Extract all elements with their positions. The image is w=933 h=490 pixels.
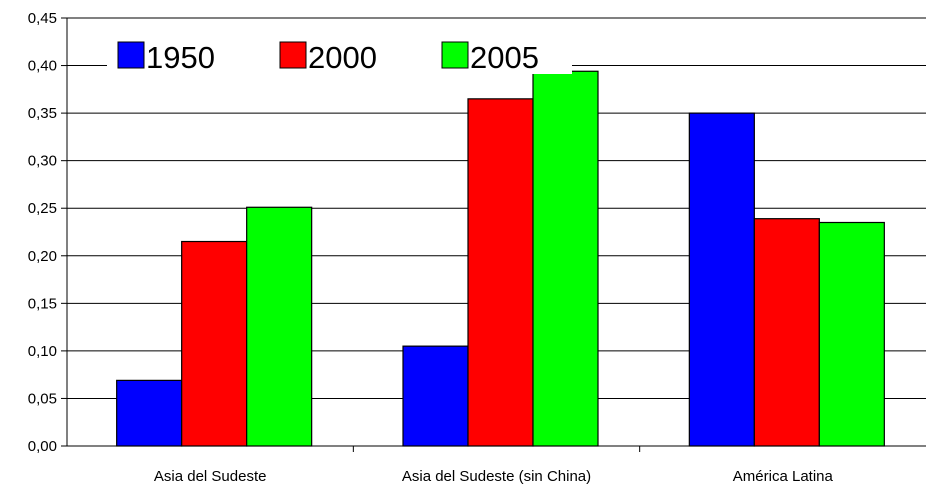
y-tick-label: 0,15 [28,295,57,312]
y-tick-label: 0,35 [28,105,57,122]
bar [402,345,469,447]
bar [818,221,885,447]
y-tick-label: 0,05 [28,390,57,407]
y-tick-label: 0,20 [28,248,57,265]
y-tick-label: 0,40 [28,58,57,75]
legend-swatch [279,41,307,69]
category-label: América Latina [733,468,834,485]
y-tick-labels: 0,00 0,05 0,10 0,15 0,20 0,25 0,30 0,35 0,40 0,45 [28,10,57,455]
bar [467,98,534,447]
bar [688,112,755,447]
bars [116,70,885,447]
bar [753,218,820,447]
bar [116,379,183,447]
legend-background [107,36,572,74]
legend-label: 2005 [470,40,539,75]
y-tick-label: 0,30 [28,153,57,170]
legend-label: 2000 [308,40,377,75]
category-labels: Asia del Sudeste Asia del Sudeste (sin Ch… [154,468,834,485]
legend: 1950 2000 2005 [107,36,572,75]
y-tick-label: 0,10 [28,343,57,360]
y-tick-label: 0,25 [28,200,57,217]
axes [61,17,926,452]
y-tick-label: 0,00 [28,438,57,455]
category-label: Asia del Sudeste (sin China) [402,468,591,485]
bar [246,206,313,447]
legend-swatch [117,41,145,69]
bar [532,70,599,447]
y-tick-label: 0,45 [28,10,57,27]
bar [181,240,248,447]
legend-swatch [441,41,469,69]
category-label: Asia del Sudeste [154,468,267,485]
legend-label: 1950 [146,40,215,75]
